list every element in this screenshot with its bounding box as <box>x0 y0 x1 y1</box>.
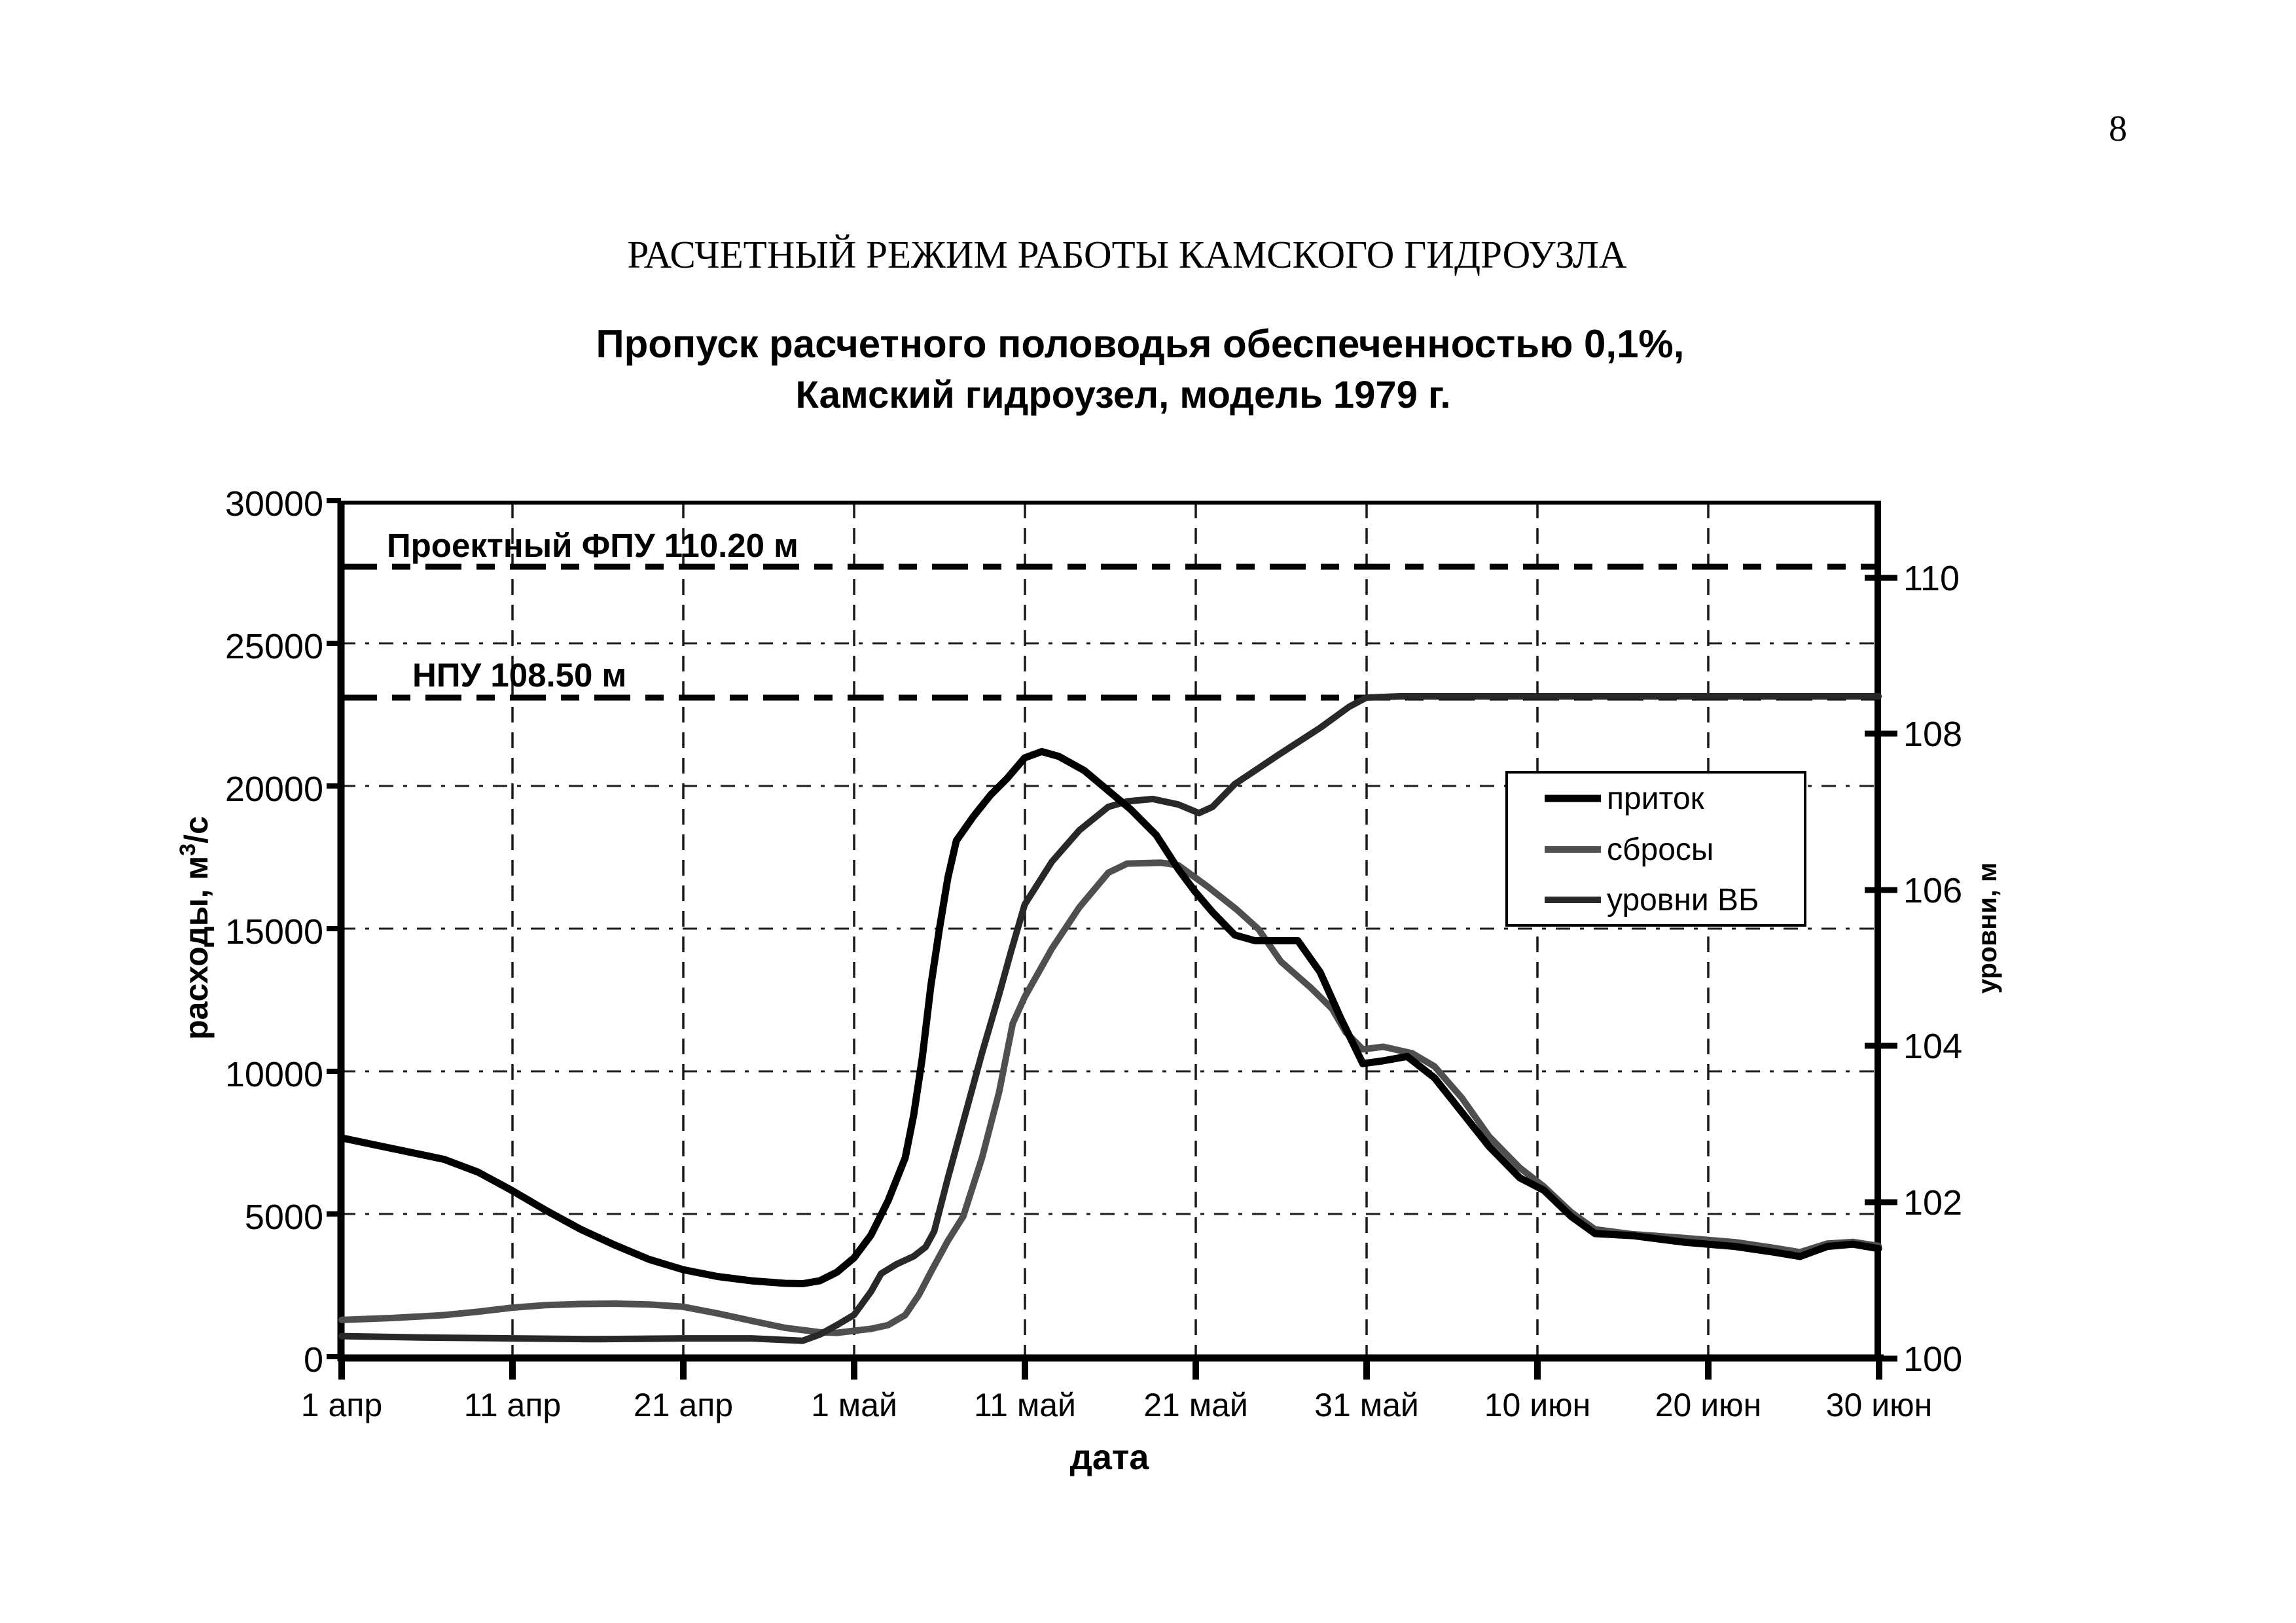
svg-text:1 апр: 1 апр <box>301 1387 382 1423</box>
svg-text:Пропуск расчетного половодья о: Пропуск расчетного половодья обеспеченно… <box>596 322 1685 366</box>
svg-text:11 май: 11 май <box>974 1387 1076 1423</box>
svg-text:8: 8 <box>2109 109 2127 149</box>
svg-text:30000: 30000 <box>225 484 323 524</box>
svg-text:21 май: 21 май <box>1143 1387 1248 1423</box>
svg-text:приток: приток <box>1607 781 1705 816</box>
svg-text:уровни ВБ: уровни ВБ <box>1607 883 1759 918</box>
svg-text:РАСЧЕТНЫЙ РЕЖИМ РАБОТЫ КАМСКОГ: РАСЧЕТНЫЙ РЕЖИМ РАБОТЫ КАМСКОГО ГИДРОУЗЛ… <box>627 233 1626 276</box>
svg-text:Камский гидроузел, модель 1979: Камский гидроузел, модель 1979 г. <box>796 374 1451 416</box>
svg-text:20000: 20000 <box>225 770 323 809</box>
svg-text:30 июн: 30 июн <box>1826 1387 1933 1423</box>
svg-text:108: 108 <box>1903 715 1962 754</box>
svg-text:31 май: 31 май <box>1314 1387 1419 1423</box>
svg-text:10 июн: 10 июн <box>1484 1387 1591 1423</box>
svg-text:20 июн: 20 июн <box>1655 1387 1762 1423</box>
svg-text:10000: 10000 <box>225 1055 323 1094</box>
svg-text:11 апр: 11 апр <box>464 1387 562 1423</box>
svg-text:104: 104 <box>1903 1027 1962 1066</box>
svg-text:дата: дата <box>1070 1438 1150 1477</box>
svg-text:5000: 5000 <box>245 1198 323 1237</box>
svg-text:110: 110 <box>1903 559 1960 598</box>
svg-text:102: 102 <box>1903 1183 1962 1222</box>
svg-text:106: 106 <box>1903 871 1962 910</box>
svg-text:уровни, м: уровни, м <box>1972 863 2002 994</box>
svg-text:21 апр: 21 апр <box>634 1387 733 1423</box>
svg-text:Проектный ФПУ 110.20 м: Проектный ФПУ 110.20 м <box>387 527 798 564</box>
svg-text:25000: 25000 <box>225 627 323 666</box>
svg-text:100: 100 <box>1903 1340 1962 1379</box>
svg-text:сбросы: сбросы <box>1607 832 1713 867</box>
svg-text:НПУ 108.50 м: НПУ 108.50 м <box>412 656 626 694</box>
svg-text:1 май: 1 май <box>811 1387 897 1423</box>
svg-text:0: 0 <box>304 1340 323 1380</box>
svg-text:15000: 15000 <box>225 912 323 952</box>
